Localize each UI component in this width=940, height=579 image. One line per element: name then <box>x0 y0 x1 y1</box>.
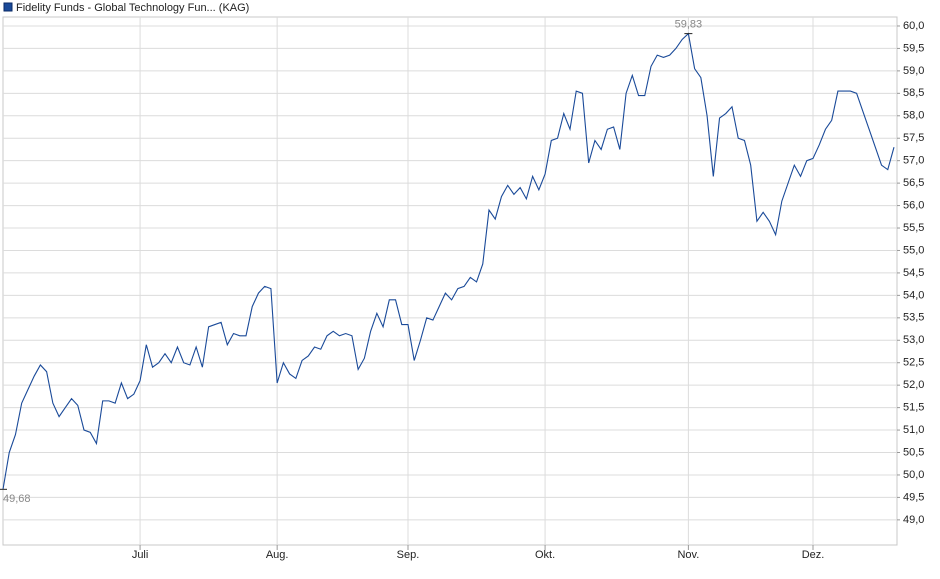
y-tick-label: 49,0 <box>903 514 924 526</box>
y-tick-label: 49,5 <box>903 491 924 503</box>
y-tick-label: 50,0 <box>903 469 924 481</box>
y-tick-label: 51,0 <box>903 424 924 436</box>
price-line <box>2 32 895 490</box>
y-tick-label: 52,5 <box>903 357 924 369</box>
y-tick-label: 54,0 <box>903 289 924 301</box>
y-tick-label: 57,0 <box>903 155 924 167</box>
y-tick-label: 59,0 <box>903 65 924 77</box>
value-label: 49,68 <box>3 493 31 505</box>
y-tick-label: 53,0 <box>903 334 924 346</box>
y-tick-label: 58,0 <box>903 110 924 122</box>
y-tick-label: 55,0 <box>903 244 924 256</box>
x-tick-label: Dez. <box>802 549 825 561</box>
y-tick-label: 53,5 <box>903 312 924 324</box>
y-tick-label: 58,5 <box>903 87 924 99</box>
y-tick-label: 57,5 <box>903 132 924 144</box>
x-tick-label: Sep. <box>397 549 420 561</box>
y-tick-label: 56,5 <box>903 177 924 189</box>
x-tick-label: Okt. <box>535 549 555 561</box>
y-tick-label: 56,0 <box>903 199 924 211</box>
x-tick-label: Aug. <box>266 549 289 561</box>
legend-label: Fidelity Funds - Global Technology Fun..… <box>16 2 249 14</box>
y-tick-label: 59,5 <box>903 42 924 54</box>
value-label: 59,83 <box>675 19 703 31</box>
y-tick-label: 60,0 <box>903 20 924 32</box>
plot-frame <box>2 16 898 546</box>
x-tick-label: Juli <box>132 549 149 561</box>
y-tick-label: 50,5 <box>903 446 924 458</box>
x-tick-label: Nov. <box>677 549 699 561</box>
y-tick-label: 51,5 <box>903 402 924 414</box>
y-tick-label: 52,0 <box>903 379 924 391</box>
y-tick-label: 55,5 <box>903 222 924 234</box>
legend-swatch <box>3 2 13 12</box>
y-tick-label: 54,5 <box>903 267 924 279</box>
